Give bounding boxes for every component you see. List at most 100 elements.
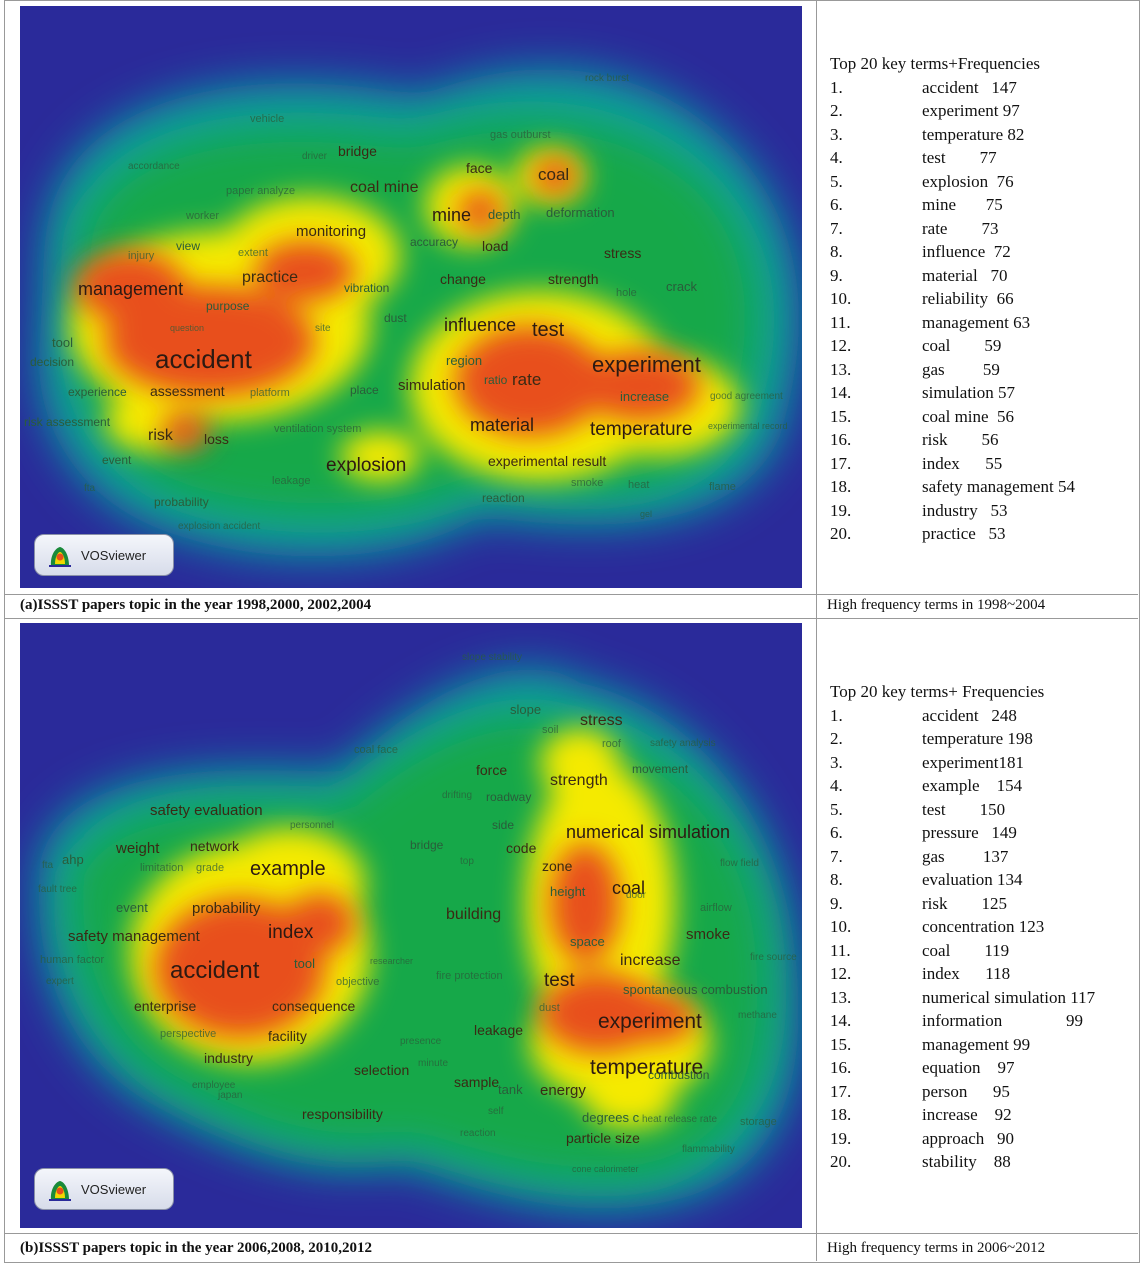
- list-item-term-frequency: coal mine 56: [922, 406, 1015, 426]
- map-term-label: accident: [155, 344, 252, 374]
- vosviewer-badge-b[interactable]: VOSviewer: [34, 1168, 174, 1210]
- list-item-term-frequency: influence 72: [922, 242, 1011, 261]
- map-term-label: influence: [444, 315, 517, 335]
- map-term-label: gel: [640, 509, 653, 519]
- map-term-label: smoke: [686, 926, 731, 943]
- map-term-label: purpose: [206, 299, 250, 313]
- list-item-term-frequency: test 77: [922, 148, 997, 167]
- map-term-label: crack: [666, 279, 698, 294]
- map-term-label: dust: [384, 311, 407, 325]
- top-terms-list-b: Top 20 key terms+ Frequencies 1. accident…: [830, 680, 1135, 1174]
- map-term-label: cone calorimeter: [572, 1164, 639, 1174]
- map-term-label: material: [470, 415, 535, 435]
- list-item: 3. temperature 82: [830, 123, 1130, 147]
- map-term-label: soil: [542, 724, 559, 736]
- map-term-label: degrees c: [582, 1110, 640, 1125]
- map-term-label: ahp: [62, 852, 84, 867]
- map-term-label: bridge: [410, 838, 444, 852]
- list-item-term-frequency: gas 59: [922, 359, 1000, 379]
- map-term-label: japan: [218, 1090, 243, 1101]
- list-item-term-frequency: reliability 66: [922, 289, 1014, 308]
- map-term-label: view: [176, 239, 201, 253]
- map-term-label: slope stability: [462, 652, 523, 663]
- map-term-label: tank: [498, 1082, 523, 1097]
- list-item-number: 4.: [830, 148, 843, 167]
- list-item: 20. stability 88: [830, 1150, 1135, 1174]
- list-item: 8. influence 72: [830, 240, 1130, 264]
- list-item-term-frequency: temperature 198: [922, 729, 1033, 748]
- list-item: 7. gas 137: [830, 845, 1135, 869]
- map-term-label: consequence: [272, 998, 356, 1014]
- map-term-label: side: [492, 818, 515, 832]
- map-term-label: hole: [616, 287, 637, 299]
- map-term-label: increase: [620, 389, 670, 404]
- map-term-label: height: [550, 884, 586, 899]
- map-term-label: researcher: [370, 956, 414, 966]
- list-item: 10. reliability 66: [830, 287, 1130, 311]
- list-item: 10. concentration 123: [830, 915, 1135, 939]
- map-term-label: coal: [538, 165, 570, 184]
- list-item-number: 5.: [830, 171, 843, 191]
- list-item-term-frequency: coal 59: [922, 336, 1002, 355]
- map-term-label: driver: [302, 151, 328, 162]
- map-term-label: force: [476, 762, 508, 778]
- map-term-label: presence: [400, 1036, 442, 1047]
- map-term-label: door: [626, 890, 647, 901]
- list-item: 16. risk 56: [830, 428, 1130, 452]
- list-item-number: 15.: [830, 1034, 852, 1054]
- map-term-label: example: [250, 858, 326, 880]
- list-title: Top 20 key terms+ Frequencies: [830, 682, 1045, 701]
- map-term-label: responsibility: [302, 1106, 383, 1122]
- map-term-label: energy: [540, 1082, 586, 1099]
- list-item-term-frequency: rate 73: [922, 218, 999, 238]
- vosviewer-label: VOSviewer: [81, 547, 147, 563]
- map-term-label: flow field: [720, 858, 759, 869]
- list-item-number: 11.: [830, 312, 851, 332]
- list-item: 15. coal mine 56: [830, 405, 1130, 429]
- list-item-number: 16.: [830, 1058, 852, 1077]
- list-item: 14. information 99: [830, 1009, 1135, 1033]
- map-term-label: heat: [628, 479, 650, 491]
- map-term-label: accident: [170, 957, 260, 984]
- list-item: 2. experiment 97: [830, 99, 1130, 123]
- list-item-number: 5.: [830, 799, 843, 819]
- list-item-number: 2.: [830, 729, 843, 748]
- map-term-label: flame: [709, 481, 736, 493]
- map-term-label: accuracy: [410, 235, 459, 249]
- list-item: 12. index 118: [830, 962, 1135, 986]
- side-caption-a: High frequency terms in 1998~2004: [827, 597, 1046, 613]
- map-term-label: tool: [52, 335, 73, 350]
- map-term-label: objective: [336, 976, 380, 988]
- vosviewer-badge-a[interactable]: VOSviewer: [34, 534, 174, 576]
- list-item-number: 10.: [830, 289, 852, 308]
- map-term-label: weight: [116, 840, 160, 857]
- list-item-term-frequency: person 95: [922, 1081, 1010, 1101]
- list-item-term-frequency: accident 147: [922, 77, 1017, 97]
- map-term-label: stress: [580, 712, 623, 729]
- map-term-label: accordance: [128, 161, 180, 172]
- map-term-label: methane: [738, 1010, 777, 1021]
- caption-b: (b)ISSST papers topic in the year 2006,2…: [20, 1240, 372, 1256]
- map-term-label: depth: [488, 207, 521, 222]
- map-term-label: bridge: [338, 143, 377, 159]
- list-item: 15. management 99: [830, 1033, 1135, 1057]
- map-term-label: ventilation system: [274, 423, 362, 435]
- map-term-label: limitation: [140, 862, 184, 874]
- list-item-number: 13.: [830, 359, 852, 379]
- map-term-label: change: [440, 271, 486, 287]
- map-term-label: rate: [512, 370, 542, 389]
- list-item-number: 6.: [830, 823, 843, 842]
- map-term-label: explosion: [326, 455, 407, 476]
- list-item-term-frequency: simulation 57: [922, 383, 1016, 402]
- list-item: 6. mine 75: [830, 193, 1130, 217]
- map-term-label: movement: [632, 762, 689, 776]
- list-item: 1. accident 248: [830, 704, 1135, 728]
- density-map-b: slope stability slope soil stress coal face r…: [20, 623, 802, 1228]
- map-term-label: gas outburst: [490, 129, 551, 141]
- side-caption-b: High frequency terms in 2006~2012: [827, 1240, 1046, 1256]
- list-item-term-frequency: temperature 82: [922, 124, 1025, 144]
- map-term-label: coal mine: [350, 179, 419, 196]
- list-item: 9. material 70: [830, 264, 1130, 288]
- map-term-label: grade: [196, 862, 225, 874]
- list-item-number: 14.: [830, 383, 852, 402]
